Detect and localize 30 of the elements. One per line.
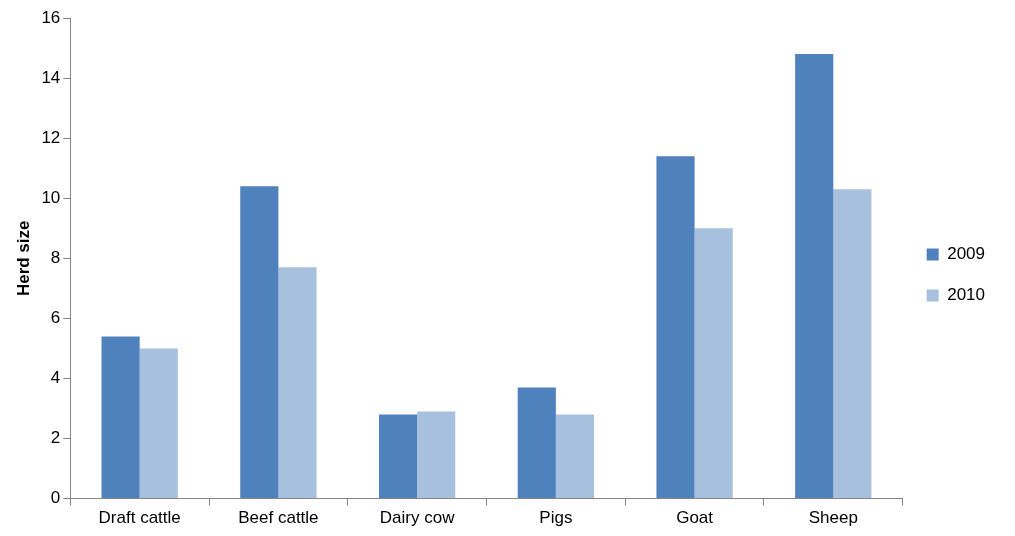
bar (694, 228, 733, 499)
x-tick-label: Draft cattle (98, 508, 181, 528)
bar (417, 411, 456, 499)
bar (833, 189, 872, 499)
bar (378, 414, 418, 499)
y-axis-title: Herd size (13, 220, 33, 297)
y-tick-label: 14 (41, 67, 61, 87)
y-tick-label: 4 (50, 368, 61, 388)
y-tick-label: 6 (50, 308, 61, 328)
bar (139, 348, 178, 499)
y-tick-label: 10 (41, 187, 61, 207)
bar (101, 336, 140, 499)
legend-label: 2010 (947, 285, 986, 305)
bar (278, 267, 317, 499)
x-tick-label: Goat (676, 508, 714, 528)
x-tick-label: Beef cattle (238, 508, 319, 528)
bar (555, 414, 595, 499)
bar (517, 387, 556, 499)
legend-label: 2009 (947, 244, 986, 264)
x-tick-label: Dairy cow (379, 508, 456, 528)
y-tick-label: 16 (41, 7, 61, 27)
x-tick-label: Pigs (539, 508, 573, 528)
bar (656, 156, 695, 499)
y-tick-label: 0 (50, 488, 61, 508)
bar (240, 186, 279, 499)
y-tick-label: 8 (50, 247, 61, 267)
y-tick-label: 12 (41, 127, 61, 147)
x-tick-label: Sheep (808, 508, 858, 528)
bar (795, 54, 834, 499)
y-tick-label: 2 (50, 428, 61, 448)
